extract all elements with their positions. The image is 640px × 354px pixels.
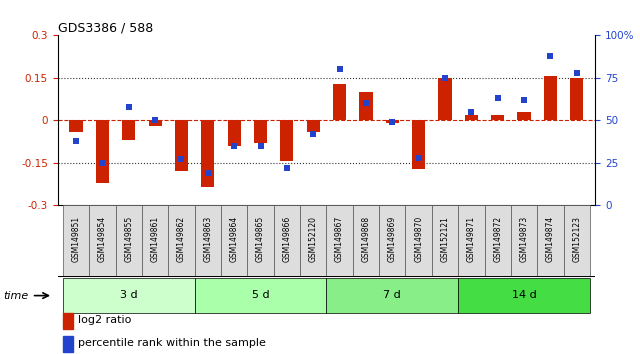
Bar (63, 205, 89, 276)
Bar (300, 205, 326, 276)
Bar (63, 336, 73, 352)
Bar (195, 205, 221, 276)
Text: 14 d: 14 d (511, 290, 536, 300)
Bar (70, 120, 83, 132)
Bar (326, 278, 458, 313)
Text: time: time (3, 291, 28, 301)
Text: GSM149863: GSM149863 (204, 216, 212, 262)
Bar (438, 78, 452, 120)
Bar (544, 76, 557, 120)
Bar (254, 120, 267, 143)
Bar (89, 205, 116, 276)
Bar (280, 120, 294, 161)
Bar (465, 115, 478, 120)
Bar (359, 92, 372, 120)
Bar (432, 205, 458, 276)
Bar (564, 205, 590, 276)
Text: GSM149874: GSM149874 (546, 216, 555, 262)
Text: GSM149873: GSM149873 (520, 216, 529, 262)
Text: GSM149865: GSM149865 (256, 216, 265, 262)
Text: GSM149855: GSM149855 (124, 216, 133, 262)
Text: 3 d: 3 d (120, 290, 138, 300)
Bar (379, 205, 406, 276)
Text: log2 ratio: log2 ratio (78, 315, 131, 325)
Bar (326, 205, 353, 276)
Bar (247, 205, 274, 276)
Bar (148, 120, 162, 126)
Text: GSM149868: GSM149868 (362, 216, 371, 262)
Bar (458, 278, 590, 313)
Bar (406, 205, 432, 276)
Text: GSM149861: GSM149861 (150, 216, 159, 262)
Text: GSM149862: GSM149862 (177, 216, 186, 262)
Bar (96, 120, 109, 183)
Text: GSM152121: GSM152121 (440, 216, 449, 262)
Text: GSM149864: GSM149864 (230, 216, 239, 262)
Bar (122, 120, 135, 140)
Text: GSM149872: GSM149872 (493, 216, 502, 262)
Text: 5 d: 5 d (252, 290, 269, 300)
Bar (518, 112, 531, 120)
Bar (63, 313, 73, 329)
Bar (458, 205, 484, 276)
Bar (491, 115, 504, 120)
Bar (63, 278, 195, 313)
Text: GDS3386 / 588: GDS3386 / 588 (58, 21, 153, 34)
Bar (484, 205, 511, 276)
Bar (333, 84, 346, 120)
Bar (221, 205, 247, 276)
Bar (511, 205, 537, 276)
Bar (228, 120, 241, 146)
Bar (142, 205, 168, 276)
Text: GSM149871: GSM149871 (467, 216, 476, 262)
Bar (168, 205, 195, 276)
Bar (175, 120, 188, 171)
Text: GSM149867: GSM149867 (335, 216, 344, 262)
Text: GSM149869: GSM149869 (388, 216, 397, 262)
Bar (307, 120, 320, 132)
Bar (195, 278, 326, 313)
Text: percentile rank within the sample: percentile rank within the sample (78, 338, 266, 348)
Text: 7 d: 7 d (383, 290, 401, 300)
Bar (386, 120, 399, 123)
Bar (274, 205, 300, 276)
Text: GSM149870: GSM149870 (414, 216, 423, 262)
Bar (537, 205, 564, 276)
Bar (201, 120, 214, 187)
Text: GSM152120: GSM152120 (308, 216, 317, 262)
Text: GSM149854: GSM149854 (98, 216, 107, 262)
Text: GSM149866: GSM149866 (282, 216, 291, 262)
Text: GSM152123: GSM152123 (572, 216, 581, 262)
Text: GSM149851: GSM149851 (72, 216, 81, 262)
Bar (116, 205, 142, 276)
Bar (353, 205, 379, 276)
Bar (412, 120, 425, 169)
Bar (570, 79, 583, 120)
